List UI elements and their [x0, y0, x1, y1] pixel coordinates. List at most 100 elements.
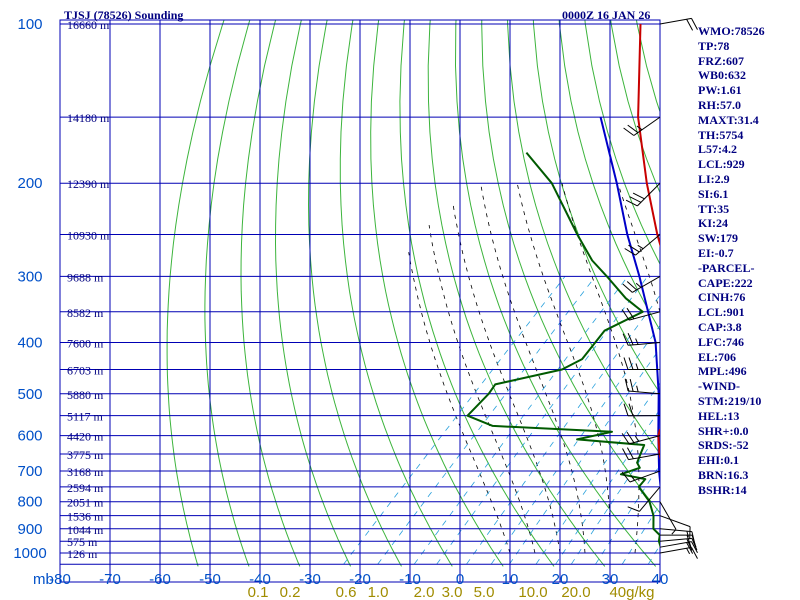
barb-flag: [626, 281, 637, 291]
barb-flag: [686, 538, 693, 551]
pressure-label: 900: [17, 521, 42, 538]
index-item: LCL:929: [698, 157, 745, 172]
barb-flag: [691, 547, 698, 559]
temperature-tick-label: -20: [349, 571, 371, 588]
temperature-tick-label: -40: [249, 571, 271, 588]
temperature-tick-label: -30: [299, 571, 321, 588]
pressure-label: 200: [17, 175, 42, 192]
barb-shaft: [628, 341, 661, 346]
height-label: 10930 m: [67, 229, 110, 243]
mixing-ratio-line: [509, 347, 660, 565]
dry-adiabat: [454, 20, 657, 567]
mixing-ratio-line: [555, 408, 660, 565]
index-item: WB0:632: [698, 68, 746, 83]
barb-flag: [691, 531, 696, 545]
barb-flag: [627, 506, 640, 512]
wind-barb: [659, 541, 698, 554]
index-item: LCL:901: [698, 305, 745, 320]
index-item: MAXT:31.4: [698, 112, 759, 127]
index-item: CINH:76: [698, 290, 746, 305]
barb-half-flag: [671, 529, 677, 535]
index-item: EL:706: [698, 349, 737, 364]
wind-barb: [624, 234, 661, 256]
mixing-ratio-label: 20.0: [561, 584, 590, 600]
height-label: 3775 m: [67, 448, 104, 462]
wind-barb: [627, 486, 661, 512]
index-item: SI:6.1: [698, 186, 729, 201]
index-item: SW:179: [698, 231, 739, 246]
dry-adiabat: [481, 20, 660, 514]
barb-flag: [622, 283, 633, 293]
mixing-ratio-line: [377, 276, 596, 565]
height-label: 2051 m: [67, 496, 104, 510]
index-item: KI:24: [698, 216, 728, 231]
barb-half-flag: [636, 125, 643, 131]
wind-barbs: [621, 17, 698, 559]
mixing-ratio-line: [490, 324, 660, 565]
barb-shaft: [659, 546, 692, 554]
wind-barb: [621, 307, 661, 321]
index-item: MPL:496: [698, 364, 747, 379]
temperature-tick-label: -50: [199, 571, 221, 588]
pressure-label: 100: [17, 16, 42, 33]
temperature-tick-label: 30: [602, 571, 619, 588]
temperature-tick-label: 0: [456, 571, 464, 588]
index-item: EI:-0.7: [698, 245, 734, 260]
temperature-tick-label: -70: [99, 571, 121, 588]
barb-half-flag: [635, 282, 642, 288]
barb-flag: [625, 199, 638, 207]
wind-barb: [622, 447, 661, 461]
index-item: BSHR:14: [698, 482, 747, 497]
height-label: 5880 m: [67, 388, 104, 402]
pressure-label: 500: [17, 386, 42, 403]
wind-barb: [623, 403, 661, 417]
wind-barb: [659, 546, 698, 559]
mixing-ratio-line: [413, 276, 629, 565]
height-label: 1044 m: [67, 523, 104, 537]
barb-flag: [622, 448, 629, 460]
moist-adiabat: [480, 183, 586, 554]
dry-adiabats: [166, 20, 660, 567]
barb-flag: [686, 19, 694, 31]
dry-adiabat: [532, 20, 660, 394]
index-item: FRZ:607: [698, 53, 744, 68]
mixing-ratio-label: 3.0: [442, 584, 463, 600]
barb-shaft: [659, 515, 691, 528]
dry-adiabat: [427, 20, 606, 567]
barb-flag: [628, 357, 634, 370]
barb-flag: [621, 309, 630, 321]
barb-flag: [624, 378, 629, 392]
index-item: LFC:746: [698, 334, 744, 349]
mixing-ratio-line: [466, 294, 660, 565]
barb-shaft: [659, 537, 692, 542]
valid-time: 0000Z 16 JAN 26: [562, 8, 651, 22]
barb-shaft: [637, 182, 661, 207]
height-label: 6703 m: [67, 364, 104, 378]
barb-flag: [626, 431, 635, 443]
barb-flag: [622, 333, 629, 346]
index-item: -PARCEL-: [698, 260, 755, 275]
moist-adiabat: [617, 183, 660, 553]
index-item: TH:5754: [698, 127, 744, 142]
wind-barb: [624, 378, 661, 395]
dry-adiabat: [274, 20, 352, 567]
dewpoint-trace: [466, 151, 660, 549]
barb-half-flag: [637, 244, 644, 250]
barb-flag: [686, 534, 692, 548]
pressure-label: 800: [17, 494, 42, 511]
wind-barb: [659, 537, 698, 551]
pressure-label: 400: [17, 335, 42, 352]
barb-half-flag: [634, 435, 640, 442]
index-item: WMO:78526: [698, 24, 765, 38]
plot-frame: [59, 19, 661, 583]
height-label: 7600 m: [67, 337, 104, 351]
pressure-label: 700: [17, 463, 42, 480]
pressure-unit-label: mb: [33, 571, 54, 588]
index-item: -WIND-: [698, 379, 740, 394]
barb-shaft: [628, 311, 661, 321]
pressure-label: 300: [17, 268, 42, 285]
height-label: 126 m: [67, 547, 98, 561]
mixing-ratio-label: 0.1: [248, 584, 269, 600]
index-item: TP:78: [698, 38, 730, 53]
dry-adiabat: [558, 20, 660, 332]
